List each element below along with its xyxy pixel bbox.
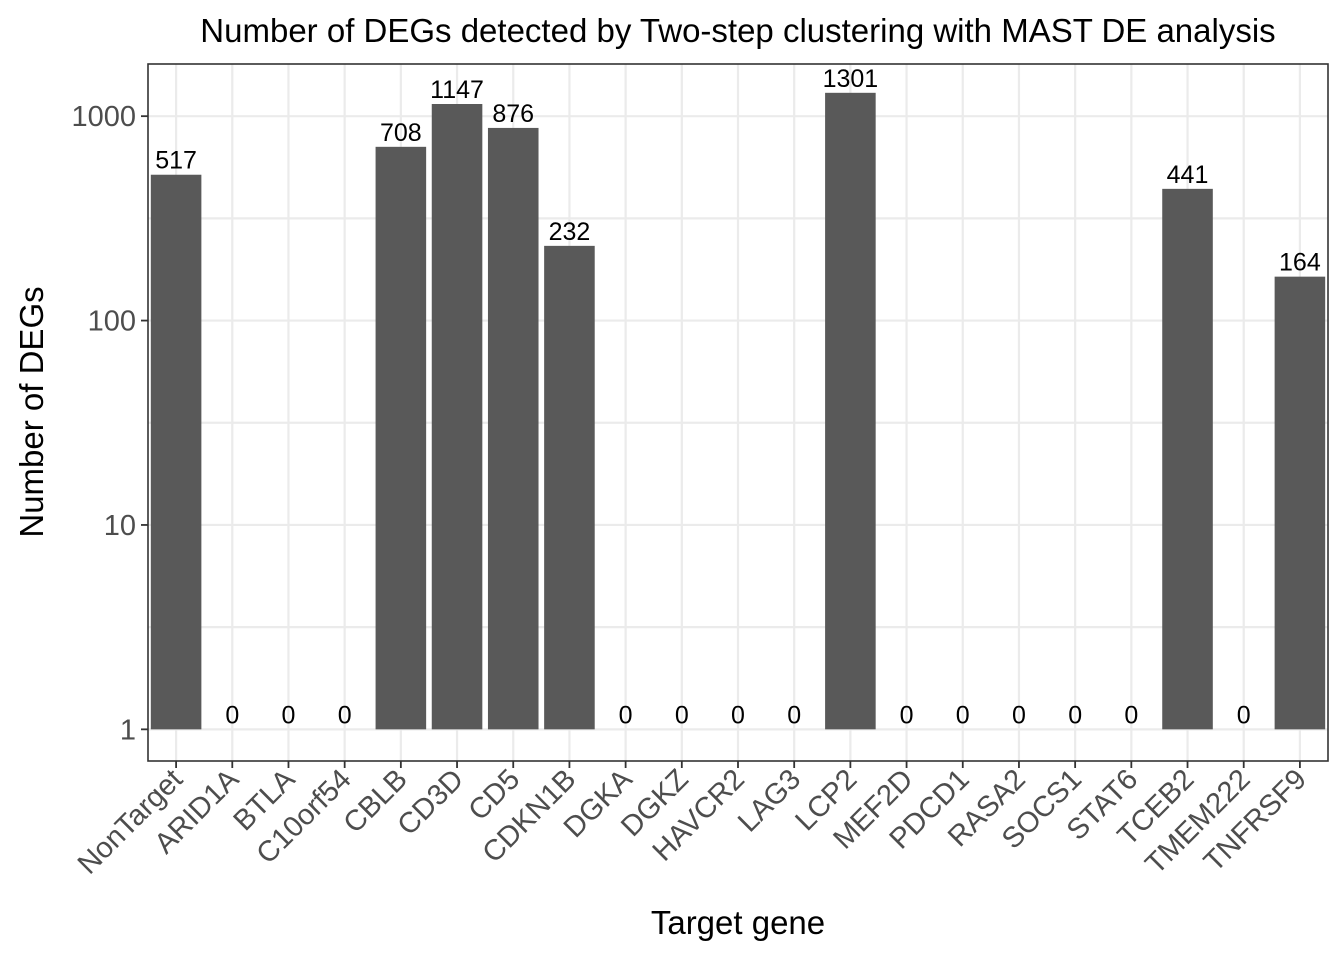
data-label-btla: 0	[282, 701, 296, 729]
y-tick-label: 1000	[71, 101, 136, 133]
data-label-cdkn1b: 232	[549, 218, 591, 246]
bar-cdkn1b	[544, 245, 595, 730]
x-axis-title: Target gene	[651, 904, 825, 941]
data-label-lcp2: 1301	[823, 65, 879, 93]
data-label-stat6: 0	[1124, 701, 1138, 729]
data-label-socs1: 0	[1068, 701, 1082, 729]
y-axis: 1 10 100 1000	[71, 101, 148, 746]
data-label-lag3: 0	[787, 701, 801, 729]
data-label-tnfrsf9: 164	[1279, 249, 1321, 277]
data-label-dgka: 0	[619, 701, 633, 729]
data-labels: 517 0 0 0 708 1147 876 232 0 0 0 0 1301 0 0 0 0 0 441 0 164	[155, 65, 1321, 730]
y-tick-label: 1	[120, 714, 136, 746]
chart-title: Number of DEGs detected by Two-step clus…	[200, 12, 1275, 49]
data-label-tceb2: 441	[1167, 161, 1209, 189]
bar-nontarget	[150, 174, 202, 730]
data-label-tmem222: 0	[1237, 701, 1251, 729]
x-axis: NonTargetARID1ABTLAC10orf54CBLBCD3DCD5CD…	[72, 761, 1313, 881]
x-tick-label-lag3: LAG3	[732, 763, 807, 838]
data-label-havcr2: 0	[731, 701, 745, 729]
data-label-mef2d: 0	[900, 701, 914, 729]
bar-tnfrsf9	[1274, 276, 1326, 730]
data-label-rasa2: 0	[1012, 701, 1026, 729]
data-label-arid1a: 0	[225, 701, 239, 729]
bar-cd5	[487, 127, 539, 730]
data-label-cblb: 708	[380, 119, 422, 147]
bar-cd3d	[431, 104, 483, 730]
y-tick-label: 100	[88, 306, 136, 338]
data-label-pdcd1: 0	[956, 701, 970, 729]
bars	[150, 92, 1326, 730]
y-axis-title: Number of DEGs	[13, 286, 50, 537]
bar-cblb	[375, 146, 427, 730]
data-label-cd5: 876	[492, 100, 534, 128]
data-label-c10orf54: 0	[338, 701, 352, 729]
data-label-cd3d: 1147	[430, 76, 484, 104]
data-label-nontarget: 517	[155, 147, 197, 175]
data-label-dgkz: 0	[675, 701, 689, 729]
bar-lcp2	[825, 92, 876, 730]
gridlines	[148, 64, 1328, 761]
bar-tceb2	[1162, 188, 1213, 730]
x-tick-label-cd3d: CD3D	[392, 763, 470, 841]
y-tick-label: 10	[104, 510, 136, 542]
